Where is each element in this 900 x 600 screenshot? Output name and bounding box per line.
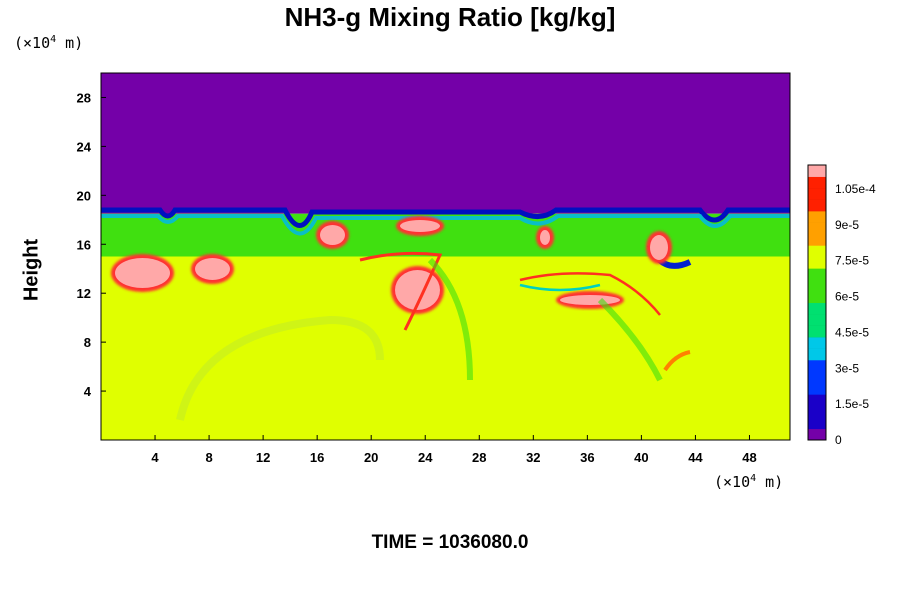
time-label: TIME = 1036080.0 [371, 532, 529, 553]
x-tick-label: 32 [526, 450, 540, 465]
red-filament-2 [519, 272, 661, 316]
y-tick-label: 24 [77, 139, 92, 154]
x-tick-label: 28 [472, 450, 486, 465]
colorbar-swatch [808, 245, 826, 258]
faint-swirl [176, 315, 384, 421]
heatmap-structures [101, 207, 790, 421]
colorbar-label: 1.5e-5 [835, 397, 869, 411]
heatmap-layer-upper [101, 73, 790, 214]
colorbar-label: 1.05e-4 [835, 182, 876, 196]
y-tick-label: 8 [84, 335, 91, 350]
x-tick-label: 16 [310, 450, 324, 465]
plot-frame [100, 72, 791, 441]
pink-patch-5 [650, 235, 668, 260]
pink-patch-8 [540, 230, 550, 245]
heatmap-layer-lower [101, 256, 790, 440]
colorbar-swatch [808, 199, 826, 212]
colorbar-label: 4.5e-5 [835, 325, 869, 339]
x-axis-unit: (×104 m) [714, 473, 784, 491]
colorbar-swatch [808, 394, 826, 407]
red-filament-1 [359, 251, 443, 331]
green-plume-2 [597, 297, 663, 382]
colorbar-label: 7.5e-5 [835, 254, 869, 268]
colorbar-swatch [808, 268, 826, 281]
colorbar-swatch [808, 405, 826, 418]
colorbar-swatch [808, 371, 826, 384]
x-tick-label: 40 [634, 450, 648, 465]
x-tick-label: 12 [256, 450, 270, 465]
pink-patch-6 [320, 225, 345, 245]
pink-patch-7 [400, 220, 440, 232]
colorbar-swatch [808, 428, 826, 441]
heatmap-field [101, 73, 790, 440]
colorbar-label: 6e-5 [835, 290, 859, 304]
colorbar-swatch [808, 417, 826, 430]
orange-streak [663, 350, 691, 372]
green-plume-1 [427, 257, 473, 381]
y-tick-label: 16 [77, 237, 91, 252]
colorbar-frame [807, 164, 827, 441]
x-tick-label: 4 [151, 450, 159, 465]
colorbar-swatch [808, 222, 826, 235]
colorbar-label: 9e-5 [835, 218, 859, 232]
colorbar-swatch [808, 233, 826, 246]
x-tick-label: 8 [205, 450, 212, 465]
colorbar-swatch [808, 187, 826, 200]
colorbar-swatch [808, 302, 826, 315]
colorbar-swatch [808, 256, 826, 269]
x-tick-label: 24 [418, 450, 433, 465]
colorbar: 0 1.5e-5 3e-5 4.5e-5 6e-5 7.5e-5 9e-5 1.05e-4 [807, 164, 876, 447]
x-tick-label: 36 [580, 450, 594, 465]
pink-patch-1 [115, 258, 170, 288]
colorbar-swatch [808, 382, 826, 395]
colorbar-swatch [808, 348, 826, 361]
colorbar-swatch [808, 359, 826, 372]
colorbar-swatch [808, 325, 826, 338]
y-tick-label: 28 [77, 90, 91, 105]
x-tick-label: 48 [742, 450, 756, 465]
y-tick-label: 20 [77, 188, 91, 203]
heatmap-layer-middle [101, 213, 790, 257]
colorbar-swatch [808, 291, 826, 303]
cyan-filament [519, 283, 601, 292]
colorbar-swatch [808, 336, 826, 349]
x-tick-label: 44 [688, 450, 703, 465]
y-tick-label: 12 [77, 286, 91, 301]
colorbar-swatch [808, 279, 826, 292]
colorbar-swatch [808, 210, 826, 223]
pink-patch-4 [560, 295, 620, 305]
colorbar-swatch [808, 165, 826, 177]
chart-title: NH3-g Mixing Ratio [kg/kg] [284, 2, 616, 32]
colorbar-swatch [808, 176, 826, 189]
colorbar-label: 0 [835, 433, 842, 447]
colorbar-label: 3e-5 [835, 361, 859, 375]
boundary-dark [101, 207, 790, 228]
y-axis-unit: (×104 m) [14, 34, 84, 52]
y-tick-label: 4 [84, 384, 92, 399]
pink-patch-2 [195, 258, 230, 280]
colorbar-swatch [808, 313, 826, 326]
x-tick-label: 20 [364, 450, 378, 465]
